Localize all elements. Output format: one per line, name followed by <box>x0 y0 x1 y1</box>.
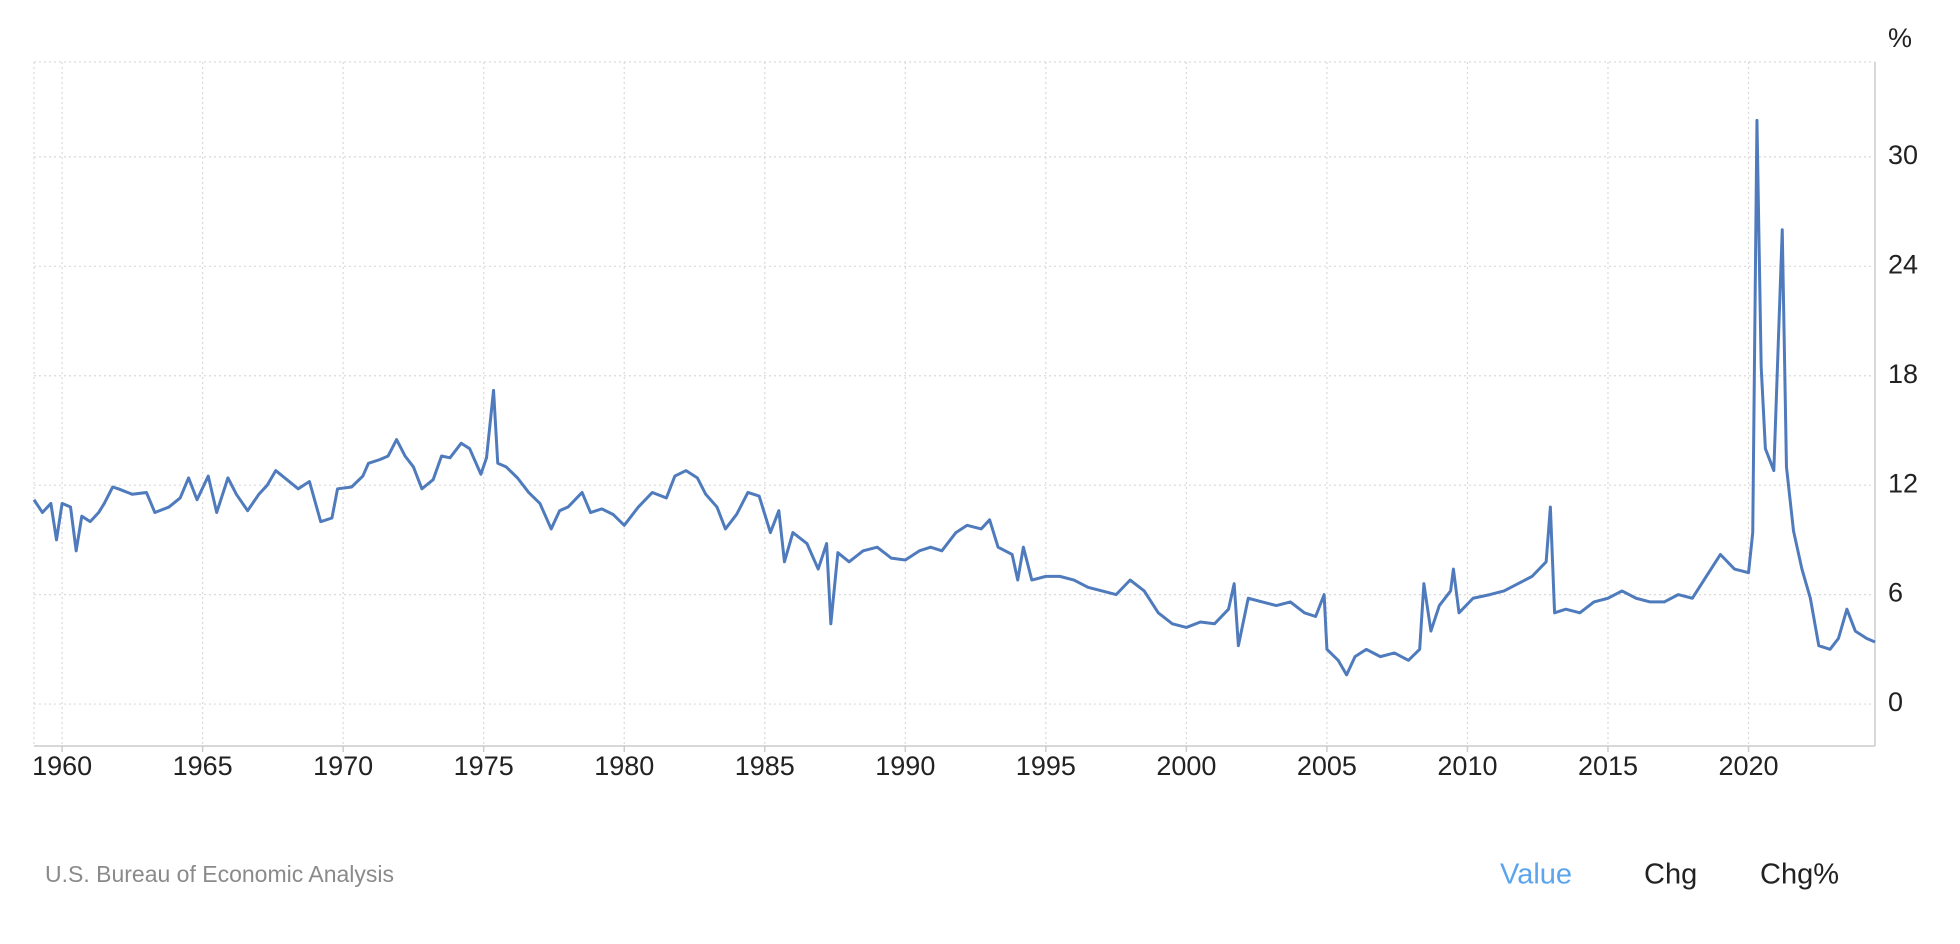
x-tick-label: 1965 <box>173 751 233 781</box>
tab[interactable]: Chg <box>1644 859 1697 891</box>
y-tick-label: 0 <box>1888 687 1903 717</box>
tab[interactable]: Value <box>1500 859 1572 891</box>
x-tick-label: 1960 <box>32 751 92 781</box>
x-tick-label: 1975 <box>454 751 514 781</box>
source: U.S. Bureau of Economic Analysis <box>45 861 394 887</box>
x-tick-label: 2010 <box>1437 751 1497 781</box>
y-tick-label: 30 <box>1888 140 1918 170</box>
x-tick-label: 1985 <box>735 751 795 781</box>
x-tick-label: 1970 <box>313 751 373 781</box>
x-tick-label: 1980 <box>594 751 654 781</box>
y-tick-label: 6 <box>1888 578 1903 608</box>
data-line <box>32 118 1876 677</box>
tab[interactable]: Chg% <box>1760 859 1839 891</box>
x-tick-label: 2020 <box>1718 751 1778 781</box>
x-tick-label: 1990 <box>875 751 935 781</box>
y-tick-label: 24 <box>1888 249 1918 279</box>
y-tick-label: 12 <box>1888 468 1918 498</box>
y-axis-unit: % <box>1888 23 1912 53</box>
x-tick-label: 2015 <box>1578 751 1638 781</box>
x-tick-label: 1995 <box>1016 751 1076 781</box>
y-tick-label: 18 <box>1888 359 1918 389</box>
x-tick-label: 2005 <box>1297 751 1357 781</box>
x-tick-label: 2000 <box>1156 751 1216 781</box>
